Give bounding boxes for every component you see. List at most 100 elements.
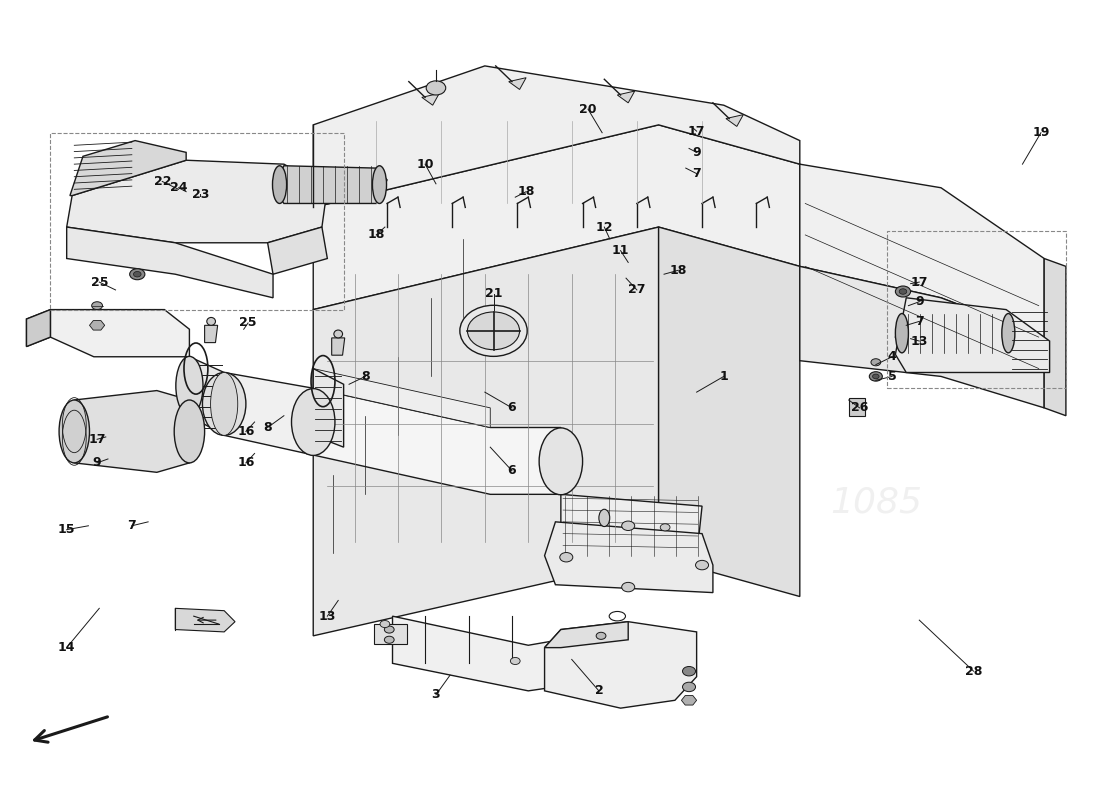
Ellipse shape: [334, 330, 342, 338]
Text: 16: 16: [238, 456, 254, 470]
Polygon shape: [70, 141, 186, 196]
Text: 1085: 1085: [829, 485, 922, 519]
Polygon shape: [314, 388, 561, 494]
Ellipse shape: [207, 318, 216, 326]
Text: 25: 25: [240, 317, 256, 330]
Text: 18: 18: [670, 264, 686, 277]
Polygon shape: [585, 632, 617, 653]
Polygon shape: [67, 160, 328, 242]
Ellipse shape: [621, 582, 635, 592]
Text: 8: 8: [361, 370, 370, 383]
Polygon shape: [617, 91, 635, 103]
Text: 24: 24: [169, 182, 187, 194]
Polygon shape: [800, 266, 1044, 408]
Ellipse shape: [468, 312, 519, 350]
Polygon shape: [314, 125, 800, 310]
Ellipse shape: [384, 626, 394, 633]
Ellipse shape: [130, 269, 145, 280]
Text: 14: 14: [58, 641, 76, 654]
Text: 13: 13: [911, 334, 928, 347]
Ellipse shape: [210, 373, 238, 435]
Ellipse shape: [176, 356, 204, 415]
Ellipse shape: [460, 306, 527, 356]
Text: 16: 16: [238, 425, 254, 438]
Bar: [51, 133, 343, 310]
Text: 17: 17: [688, 125, 705, 138]
Text: 1: 1: [719, 370, 728, 383]
Text: 17: 17: [911, 275, 928, 289]
Polygon shape: [681, 695, 696, 705]
Text: 20: 20: [580, 102, 597, 116]
Text: 5: 5: [888, 370, 896, 383]
Text: 8: 8: [263, 421, 272, 434]
Ellipse shape: [871, 358, 881, 366]
Ellipse shape: [292, 389, 336, 455]
Polygon shape: [51, 310, 189, 357]
Polygon shape: [374, 624, 407, 644]
Polygon shape: [421, 94, 439, 106]
Text: 9: 9: [92, 456, 101, 470]
Polygon shape: [314, 369, 343, 447]
Ellipse shape: [895, 286, 911, 297]
Polygon shape: [393, 616, 583, 691]
Polygon shape: [175, 608, 235, 632]
Text: 9: 9: [692, 146, 701, 159]
Polygon shape: [849, 398, 865, 416]
Polygon shape: [726, 114, 744, 126]
Ellipse shape: [1002, 314, 1015, 353]
Polygon shape: [332, 338, 344, 355]
Ellipse shape: [560, 553, 573, 562]
Ellipse shape: [59, 400, 89, 463]
Ellipse shape: [202, 373, 246, 435]
Polygon shape: [89, 321, 104, 330]
Polygon shape: [895, 314, 1018, 353]
Ellipse shape: [895, 314, 909, 353]
Text: 10: 10: [416, 158, 433, 170]
Ellipse shape: [621, 521, 635, 530]
Text: 25: 25: [90, 275, 108, 289]
Ellipse shape: [91, 302, 102, 310]
Text: 17: 17: [88, 433, 106, 446]
Text: 27: 27: [628, 283, 646, 297]
Text: 15: 15: [58, 523, 76, 536]
Text: 6: 6: [508, 402, 516, 414]
Polygon shape: [544, 622, 628, 648]
Polygon shape: [205, 326, 218, 342]
Polygon shape: [800, 164, 1044, 337]
Ellipse shape: [273, 166, 287, 203]
Ellipse shape: [539, 428, 583, 494]
Ellipse shape: [695, 560, 708, 570]
Text: 7: 7: [915, 315, 924, 328]
Ellipse shape: [174, 400, 205, 463]
Text: 19: 19: [1032, 126, 1049, 139]
Text: 3: 3: [431, 688, 440, 702]
Text: 21: 21: [485, 287, 503, 300]
Text: 22: 22: [154, 175, 170, 188]
Text: 18: 18: [517, 185, 535, 198]
Ellipse shape: [869, 372, 882, 381]
Ellipse shape: [426, 81, 446, 95]
Text: 18: 18: [367, 229, 385, 242]
Ellipse shape: [682, 666, 695, 676]
Polygon shape: [1044, 258, 1066, 416]
Ellipse shape: [510, 658, 520, 665]
Polygon shape: [895, 298, 1049, 373]
Ellipse shape: [899, 289, 906, 294]
Text: 13: 13: [319, 610, 336, 622]
Text: 26: 26: [851, 402, 868, 414]
Polygon shape: [67, 227, 273, 298]
Text: parts: parts: [427, 465, 652, 539]
Ellipse shape: [373, 166, 386, 203]
Ellipse shape: [660, 524, 670, 531]
Ellipse shape: [598, 510, 609, 526]
Text: 6: 6: [508, 464, 516, 478]
Polygon shape: [561, 494, 702, 558]
Text: a passion for cars: a passion for cars: [429, 549, 650, 573]
Polygon shape: [314, 227, 659, 636]
Polygon shape: [75, 390, 189, 472]
Text: 2: 2: [594, 684, 603, 698]
Ellipse shape: [379, 621, 389, 627]
Text: 9: 9: [915, 295, 924, 308]
Text: euro: euro: [441, 402, 637, 476]
Polygon shape: [659, 227, 800, 597]
